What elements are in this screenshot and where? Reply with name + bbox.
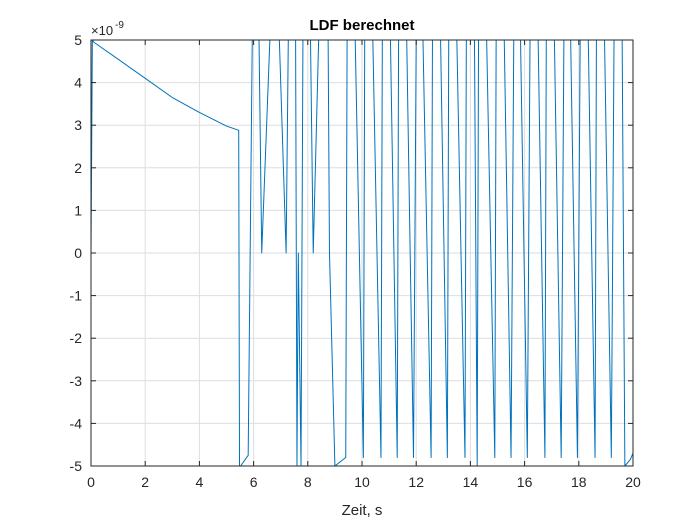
x-tick-label: 10 xyxy=(354,474,370,490)
x-tick-label: 0 xyxy=(87,474,95,490)
y-tick-label: -1 xyxy=(70,288,83,304)
y-tick-label: 2 xyxy=(74,160,82,176)
y-tick-label: -3 xyxy=(70,373,83,389)
series-layer xyxy=(90,39,634,467)
y-tick-labels: -5 -4 -3 -2 -1 0 1 2 3 4 5 xyxy=(70,32,83,474)
y-exponent-power: -9 xyxy=(115,20,124,31)
chart-title: LDF berechnet xyxy=(309,17,414,34)
x-tick-label: 6 xyxy=(250,474,258,490)
y-tick-label: 3 xyxy=(74,117,82,133)
ticks xyxy=(90,39,634,467)
x-tick-label: 16 xyxy=(517,474,533,490)
x-tick-label: 20 xyxy=(625,474,641,490)
x-tick-labels: 0 2 4 6 8 10 12 14 16 18 20 xyxy=(87,474,641,490)
x-axis-label: Zeit, s xyxy=(342,502,383,519)
y-tick-label: -2 xyxy=(70,330,83,346)
y-tick-label: 4 xyxy=(74,75,82,91)
y-tick-label: 5 xyxy=(74,32,82,48)
series-line-1 xyxy=(90,39,634,467)
x-tick-label: 2 xyxy=(141,474,149,490)
x-tick-label: 4 xyxy=(196,474,204,490)
x-tick-label: 12 xyxy=(408,474,424,490)
y-tick-label: 1 xyxy=(74,202,82,218)
x-tick-label: 14 xyxy=(463,474,479,490)
y-tick-label: -4 xyxy=(70,415,83,431)
x-tick-label: 8 xyxy=(304,474,312,490)
y-tick-label: 0 xyxy=(74,245,82,261)
y-tick-label: -5 xyxy=(70,458,83,474)
y-exponent-base: ×10 xyxy=(91,23,113,38)
x-tick-label: 18 xyxy=(571,474,587,490)
